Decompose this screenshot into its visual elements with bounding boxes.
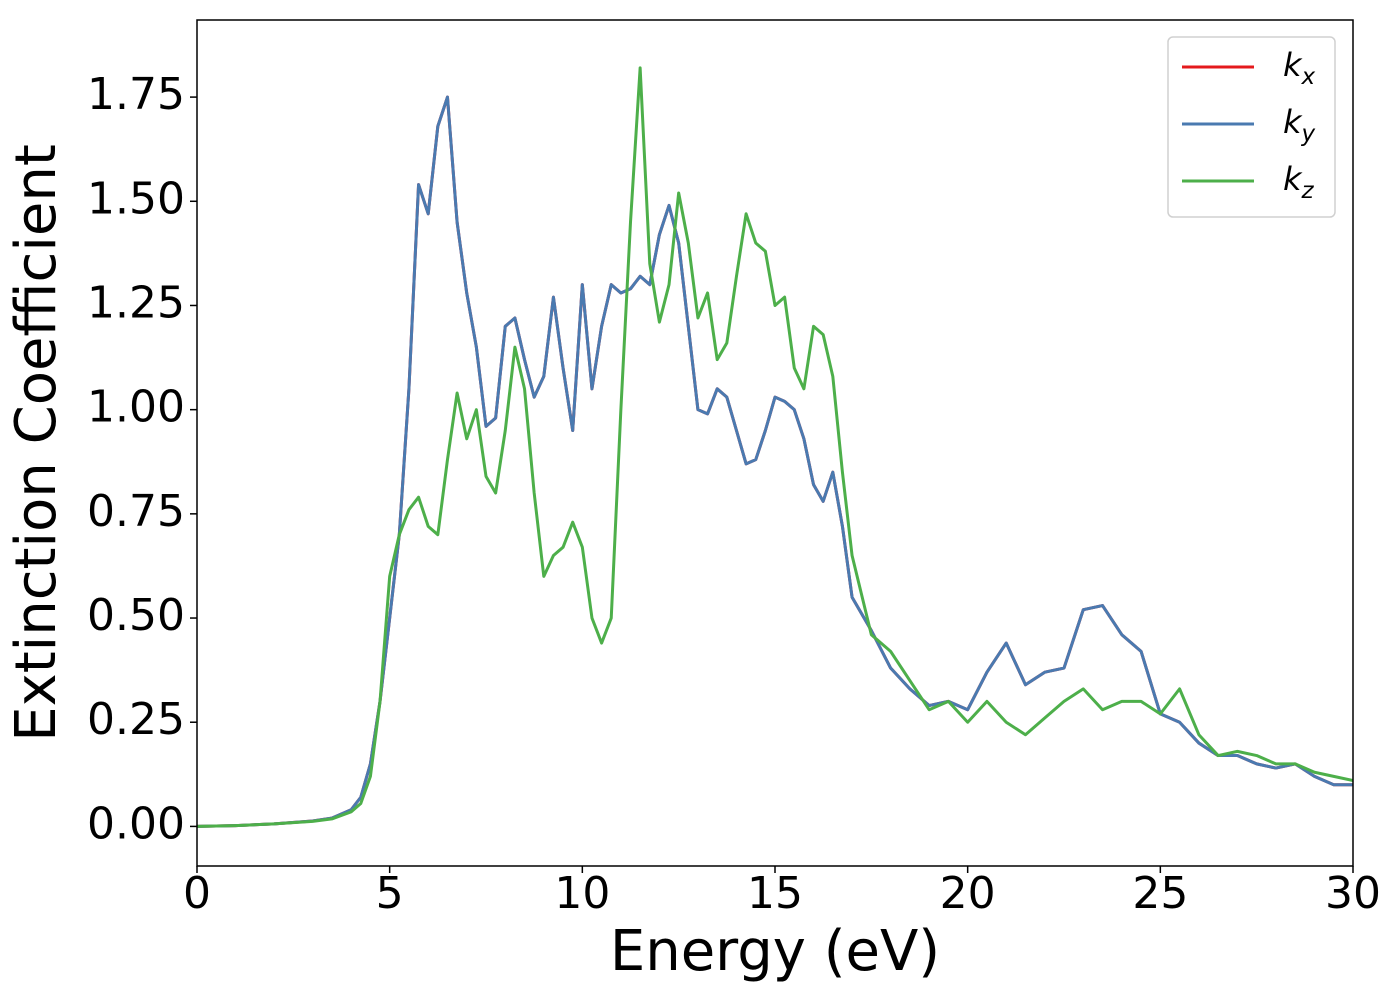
legend-label: ky bbox=[1283, 103, 1316, 147]
x-tick-label: 0 bbox=[183, 868, 211, 919]
x-tick-label: 15 bbox=[747, 868, 803, 919]
plot-frame bbox=[196, 19, 1354, 867]
x-tick-label: 5 bbox=[376, 868, 404, 919]
x-tick-label: 20 bbox=[940, 868, 996, 919]
y-tick-label: 0.50 bbox=[87, 590, 185, 641]
legend-label: kx bbox=[1283, 46, 1316, 90]
legend-label: kz bbox=[1283, 160, 1315, 204]
y-tick-label: 0.75 bbox=[87, 486, 185, 537]
y-tick-label: 0.25 bbox=[87, 694, 185, 745]
data-line bbox=[197, 66, 1353, 828]
x-tick-label: 30 bbox=[1325, 868, 1381, 919]
y-tick-label: 0.00 bbox=[87, 798, 185, 849]
legend-box bbox=[1167, 36, 1336, 218]
y-tick-label: 1.75 bbox=[87, 69, 185, 120]
y-tick-label: 1.00 bbox=[87, 382, 185, 433]
x-axis-label: Energy (eV) bbox=[610, 919, 940, 984]
x-tick-label: 10 bbox=[554, 868, 610, 919]
x-tick-label: 25 bbox=[1132, 868, 1188, 919]
data-line bbox=[197, 95, 1353, 828]
y-tick-label: 1.50 bbox=[87, 173, 185, 224]
y-tick-label: 1.25 bbox=[87, 277, 185, 328]
y-axis-label: Extinction Coefficient bbox=[4, 144, 69, 742]
